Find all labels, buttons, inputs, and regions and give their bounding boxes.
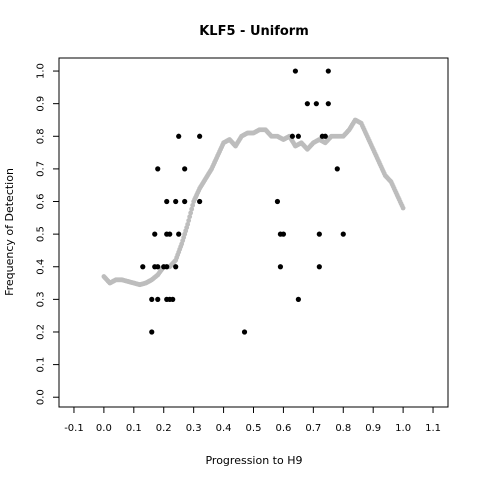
- data-point: [340, 231, 346, 237]
- data-point: [176, 231, 182, 237]
- data-point: [313, 101, 319, 107]
- chart-title: KLF5 - Uniform: [199, 24, 309, 39]
- data-point: [176, 133, 182, 139]
- x-tick-label: 0.6: [275, 423, 291, 434]
- x-tick-label: -0.1: [64, 423, 84, 434]
- y-tick-label: 0.1: [36, 357, 47, 373]
- y-axis: 0.0 0.1 0.2 0.3 0.4 0.5 0.6 0.7 0.8 0.9 1.0: [36, 63, 60, 405]
- trend-point: [186, 218, 192, 223]
- data-point: [149, 296, 155, 302]
- trend-point: [400, 205, 406, 211]
- y-tick-label: 0.0: [36, 389, 47, 405]
- y-tick-label: 0.5: [36, 226, 47, 242]
- data-point: [155, 296, 161, 302]
- x-tick-label: 0.0: [96, 423, 112, 434]
- trend-point: [188, 210, 194, 216]
- data-point: [170, 296, 176, 302]
- data-point: [292, 68, 298, 74]
- x-tick-label: 0.8: [335, 423, 351, 434]
- data-point: [322, 133, 328, 139]
- y-tick-label: 1.0: [36, 63, 47, 79]
- data-point: [197, 133, 203, 139]
- data-point: [277, 264, 284, 270]
- x-tick-label: 0.2: [156, 423, 172, 434]
- data-point: [182, 198, 188, 205]
- x-tick-label: 0.9: [365, 423, 381, 434]
- data-point: [167, 231, 173, 237]
- y-axis-label: Frequency of Detection: [3, 168, 16, 296]
- trend-point: [190, 202, 196, 208]
- y-tick-label: 0.4: [36, 259, 47, 275]
- data-point: [164, 264, 170, 270]
- x-axis-label: Progression to H9: [205, 454, 302, 467]
- data-point: [152, 231, 158, 237]
- trend-point: [189, 206, 195, 212]
- x-tick-label: 1.1: [425, 423, 441, 434]
- y-tick-label: 0.6: [36, 194, 47, 210]
- data-point: [325, 101, 331, 107]
- x-tick-label: 0.5: [246, 423, 262, 434]
- data-point: [334, 166, 340, 172]
- x-tick-label: 0.4: [216, 423, 232, 434]
- data-point: [295, 133, 301, 139]
- data-point: [155, 166, 161, 172]
- data-point: [173, 198, 179, 205]
- data-point: [197, 198, 203, 205]
- data-point: [304, 101, 310, 107]
- data-point: [274, 198, 281, 205]
- data-point: [155, 264, 161, 270]
- x-tick-label: 0.1: [126, 423, 142, 434]
- x-tick-label: 0.3: [186, 423, 202, 434]
- data-point: [289, 133, 295, 139]
- y-tick-label: 0.7: [36, 161, 47, 177]
- data-point: [149, 329, 155, 335]
- detection-points: [140, 68, 346, 335]
- y-tick-label: 0.2: [36, 324, 47, 340]
- data-point: [241, 329, 248, 335]
- x-axis: -0.1 0.0 0.1 0.2 0.3 0.4 0.5 0.6 0.7 0.8 0.9 1.0 1.1: [64, 406, 441, 434]
- y-tick-label: 0.8: [36, 128, 47, 144]
- data-point: [316, 231, 322, 237]
- y-tick-label: 0.9: [36, 96, 47, 112]
- x-tick-label: 1.0: [395, 423, 411, 434]
- data-point: [325, 68, 331, 74]
- data-point: [295, 296, 301, 302]
- trend-point: [187, 214, 193, 220]
- data-point: [173, 264, 179, 270]
- x-tick-label: 0.7: [305, 423, 321, 434]
- y-tick-label: 0.3: [36, 291, 47, 307]
- data-point: [316, 264, 322, 270]
- data-point: [140, 264, 146, 270]
- data-point: [182, 166, 188, 172]
- trend-point: [185, 221, 191, 227]
- data-point: [164, 198, 170, 205]
- data-point: [280, 231, 287, 237]
